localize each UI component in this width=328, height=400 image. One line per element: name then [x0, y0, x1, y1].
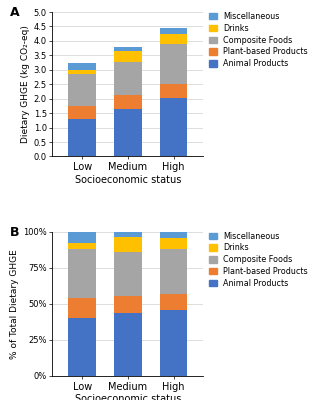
Bar [69, 62, 96, 70]
Bar [69, 232, 96, 243]
Bar [160, 238, 187, 249]
Bar [160, 232, 187, 238]
Bar [160, 294, 187, 310]
Legend: Miscellaneous, Drinks, Composite Foods, Plant-based Products, Animal Products: Miscellaneous, Drinks, Composite Foods, … [209, 12, 308, 68]
X-axis label: Socioeconomic status: Socioeconomic status [75, 175, 181, 185]
Bar [160, 44, 187, 84]
Bar [114, 252, 142, 296]
Bar [160, 98, 187, 156]
Bar [114, 62, 142, 96]
Bar [160, 310, 187, 376]
Bar [114, 296, 142, 313]
Legend: Miscellaneous, Drinks, Composite Foods, Plant-based Products, Animal Products: Miscellaneous, Drinks, Composite Foods, … [209, 232, 308, 288]
Bar [69, 318, 96, 376]
Bar [69, 250, 96, 298]
Bar [160, 249, 187, 294]
Y-axis label: Dietary GHGE (kg CO₂-eq): Dietary GHGE (kg CO₂-eq) [21, 25, 30, 143]
Bar [160, 34, 187, 44]
Bar [114, 47, 142, 51]
Bar [114, 109, 142, 156]
Bar [69, 119, 96, 156]
Bar [114, 96, 142, 109]
Bar [69, 70, 96, 74]
Bar [114, 51, 142, 62]
X-axis label: Socioeconomic status: Socioeconomic status [75, 394, 181, 400]
Bar [160, 84, 187, 98]
Bar [114, 238, 142, 252]
Bar [69, 106, 96, 119]
Bar [114, 232, 142, 238]
Bar [69, 74, 96, 106]
Text: A: A [10, 6, 20, 19]
Y-axis label: % of Total Dietary GHGE: % of Total Dietary GHGE [10, 249, 19, 359]
Bar [69, 298, 96, 318]
Text: B: B [10, 226, 20, 239]
Bar [69, 243, 96, 250]
Bar [114, 313, 142, 376]
Bar [160, 28, 187, 34]
